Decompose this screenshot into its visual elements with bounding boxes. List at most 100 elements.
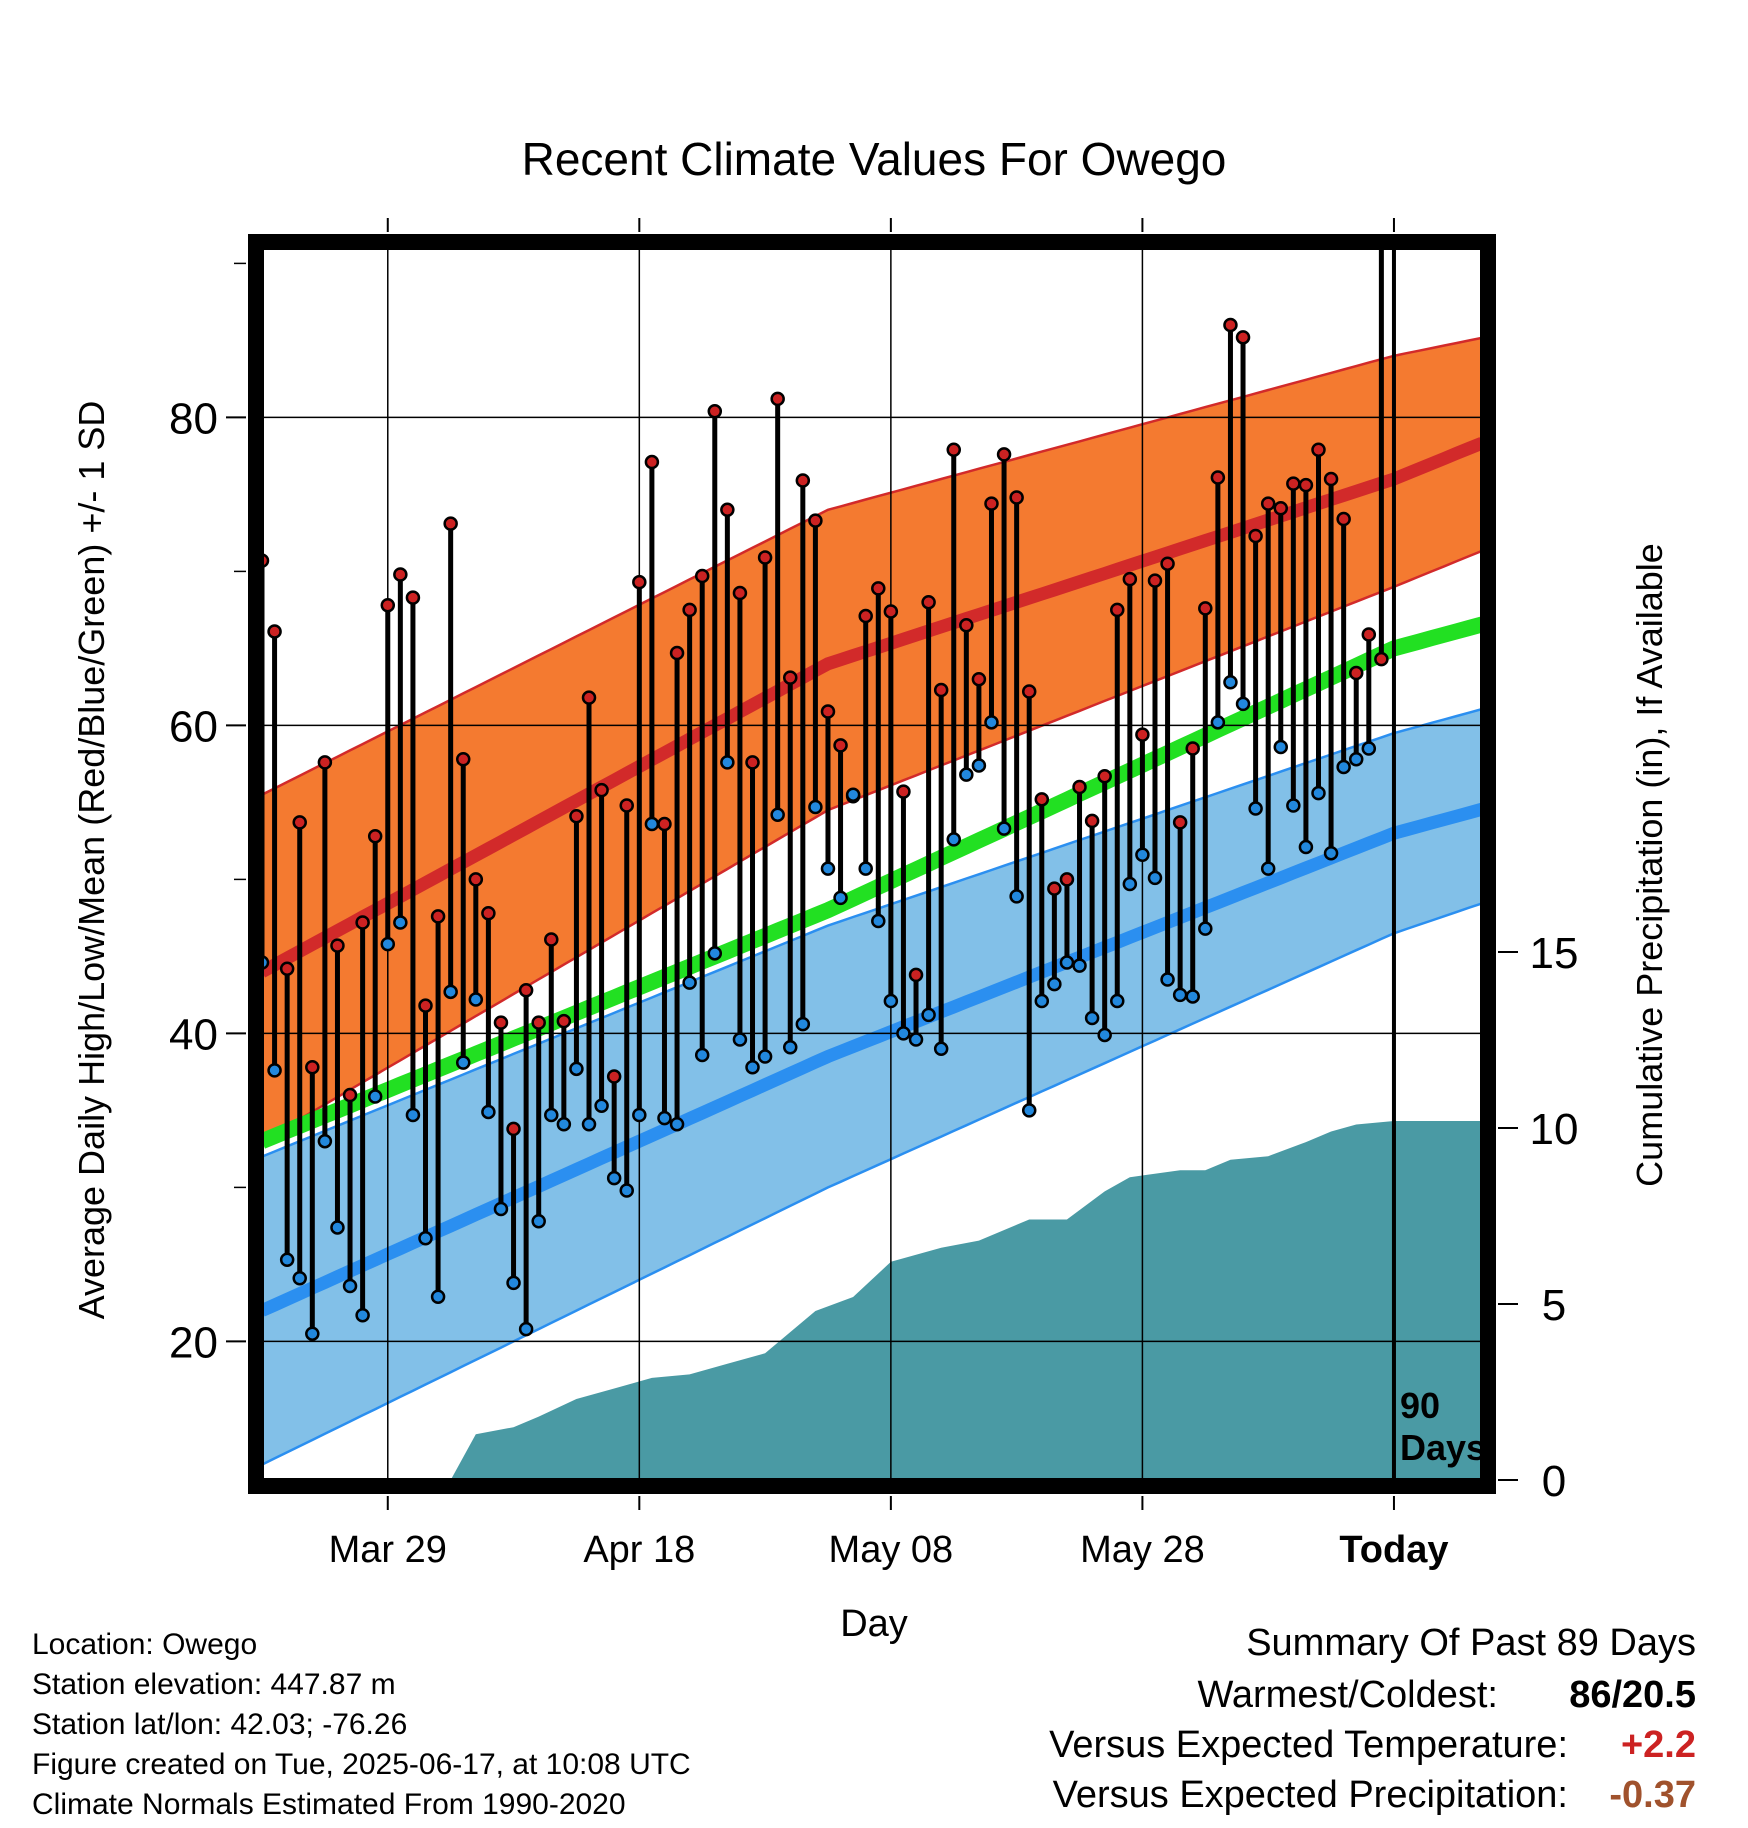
low-point [959,767,974,782]
low-point [757,1049,773,1064]
low-point [606,1170,622,1186]
low-point [1375,0,1387,6]
low-point [720,755,735,770]
info-latlon: Station lat/lon: 42.03; -76.26 [32,1708,408,1741]
low-point [669,1117,685,1132]
low-point [468,992,484,1007]
high-point [367,829,383,844]
low-point [808,799,823,815]
low-point [984,715,999,730]
high-point [1210,470,1226,485]
precipitation-area [262,1121,1482,1480]
y2-tick-label: 0 [1542,1457,1566,1506]
low-point [1298,839,1314,855]
y2-axis-label: Cumulative Precipitation (in), If Availa… [1629,543,1670,1187]
high-point [556,1013,572,1029]
high-point [342,1087,358,1103]
low-point [1110,993,1125,1009]
y-tick-label: 60 [169,702,218,751]
low-point [292,1271,307,1286]
low-point [1311,785,1326,801]
normal-low-line [262,802,1482,1317]
low-point [1348,752,1364,767]
high-point [971,671,987,687]
low-sd-band-lower-edge [262,902,1482,1466]
high-point [380,598,396,613]
low-point [1286,798,1301,813]
low-point [418,1230,433,1246]
low-point [556,1117,572,1132]
low-point [883,993,899,1009]
low-point [1185,989,1200,1004]
low-point [1223,675,1238,690]
high-point [1135,727,1150,742]
y-tick-label: 20 [169,1318,218,1367]
low-point [694,1047,710,1063]
warmest-coldest-value: 86/20.5 [1569,1674,1696,1716]
info-normals: Climate Normals Estimated From 1990-2020 [32,1788,626,1821]
low-point [1160,972,1175,987]
high-point [1072,779,1087,795]
low-point [745,1060,760,1075]
high-point [996,447,1012,462]
precip-anomaly-label: Versus Expected Precipitation: [1052,1774,1568,1816]
low-point [707,946,723,961]
high-point [808,513,823,528]
low-point [833,890,848,906]
high-point [443,516,458,531]
high-point [871,581,886,596]
low-point [1235,696,1251,712]
high-point [833,738,848,753]
low-point [1172,987,1188,1003]
x-tick-label: May 08 [829,1529,954,1571]
y2-tick-label: 10 [1530,1105,1579,1154]
high-point [1147,573,1163,588]
low-point [1210,715,1226,730]
high-point [1223,317,1238,333]
low-point [1248,801,1263,816]
high-point [682,602,697,618]
low-point [1336,759,1351,775]
info-created: Figure created on Tue, 2025-06-17, at 10… [32,1748,691,1781]
low-point [1323,845,1339,861]
high-point [694,568,710,584]
x-axis-label: Day [840,1603,908,1645]
y-axis-label: Average Daily High/Low/Mean (Red/Blue/Gr… [71,401,112,1320]
low-point [1147,870,1163,886]
high-point [1198,601,1213,616]
low-point [1072,958,1087,973]
high-point [1185,741,1200,756]
high-point [405,590,421,605]
x-tick-label: May 28 [1080,1529,1205,1571]
chart-title: Recent Climate Values For Owego [522,133,1227,185]
low-point [594,1098,609,1114]
high-point [1084,813,1100,829]
low-point [393,915,408,930]
low-point [279,1252,295,1268]
low-point [405,1107,421,1123]
high-point [732,585,748,601]
low-point [355,1307,370,1323]
high-sd-band-upper-edge [262,336,1482,796]
high-point [468,872,484,887]
low-point [443,984,458,1000]
low-point [1034,993,1050,1009]
low-point [493,1201,509,1217]
low-point [581,1117,597,1132]
high-point [1361,627,1377,642]
low-point [946,832,962,847]
high-point [1235,330,1251,345]
today-days-label: 90 [1400,1385,1440,1426]
low-point [1198,921,1213,936]
low-point [657,1110,672,1126]
warmest-coldest-label: Warmest/Coldest: [1197,1674,1498,1716]
high-point [1021,684,1037,699]
high-point [707,403,723,419]
high-point [581,690,597,705]
summary-title: Summary Of Past 89 Days [1246,1622,1696,1664]
low-point [481,1104,496,1120]
low-point [380,936,396,952]
high-point [481,906,496,921]
